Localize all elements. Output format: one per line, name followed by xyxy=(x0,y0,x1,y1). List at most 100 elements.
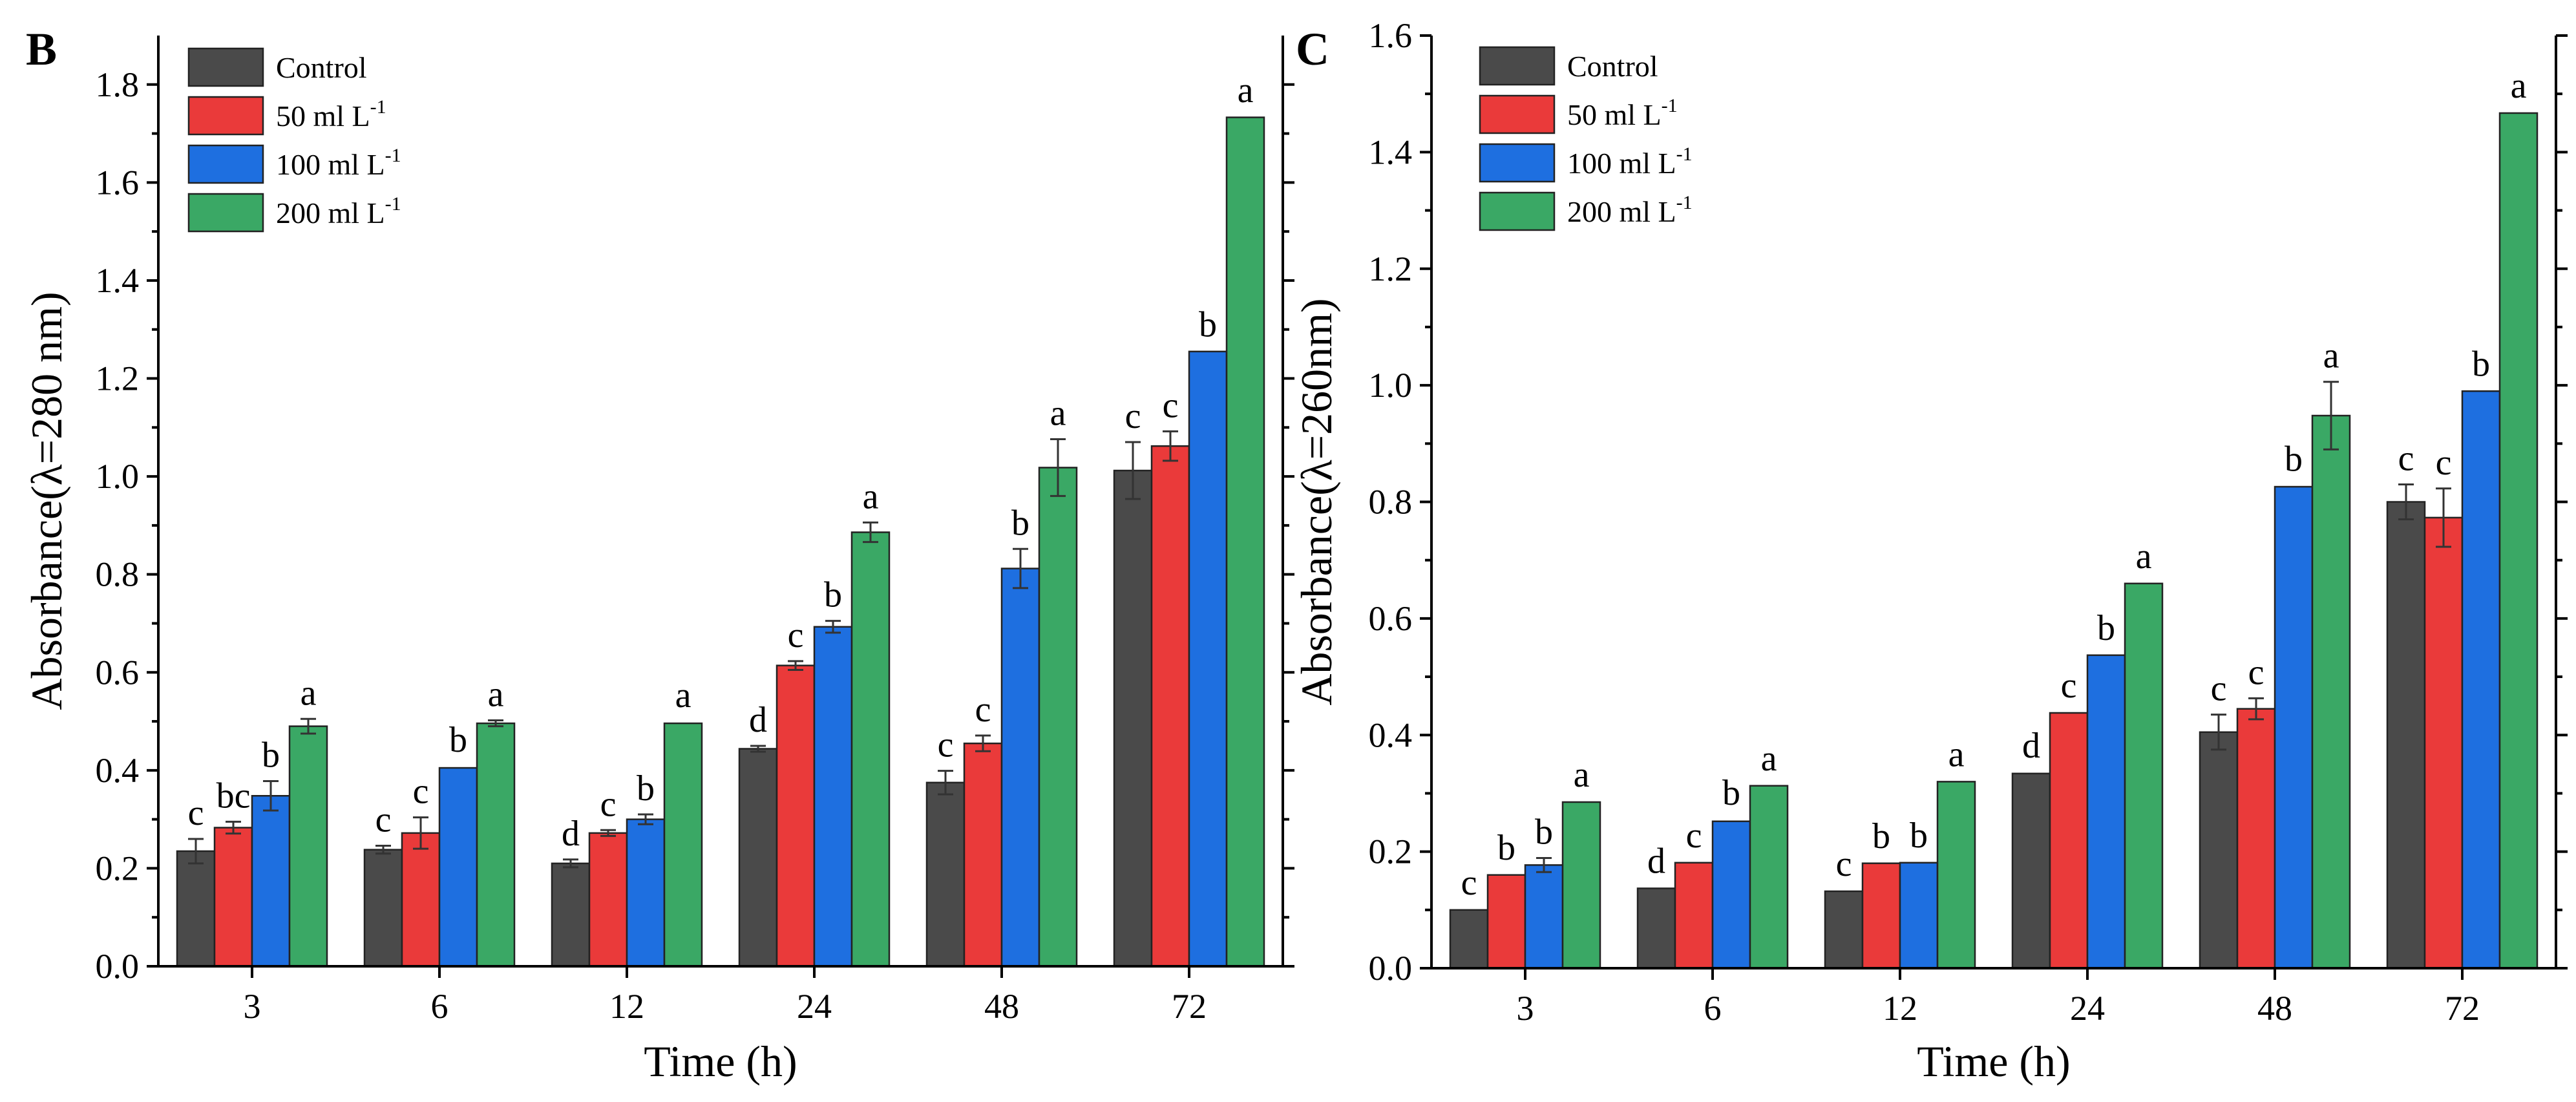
bar xyxy=(1188,350,1228,968)
legend-swatch xyxy=(187,193,264,233)
x-tick-label: 12 xyxy=(609,987,644,1026)
significance-label: d xyxy=(749,700,767,740)
y-tick-label: 0.2 xyxy=(1369,832,1413,871)
legend-label: Control xyxy=(276,51,367,84)
bar xyxy=(1899,862,1939,970)
x-axis-title: Time (h) xyxy=(1917,1037,2070,1086)
y-tick-label: 1.6 xyxy=(1369,16,1413,55)
bar xyxy=(1824,890,1864,970)
significance-label: a xyxy=(2511,66,2527,106)
significance-label: d xyxy=(562,814,580,854)
significance-label: a xyxy=(1238,70,1254,111)
legend-label: 100 ml L-1 xyxy=(276,145,401,181)
y-tick-label: 0.6 xyxy=(1369,599,1413,638)
y-tick-label: 0.4 xyxy=(1369,715,1413,754)
legend-swatch xyxy=(187,96,264,136)
significance-label: c xyxy=(188,793,204,833)
legend-unit-superscript: -1 xyxy=(370,96,386,118)
y-tick-label: 0.0 xyxy=(96,947,140,986)
y-tick-label: 1.0 xyxy=(96,457,140,496)
significance-label: a xyxy=(863,476,879,516)
significance-label: c xyxy=(975,690,991,730)
x-tick-label: 48 xyxy=(984,987,1019,1026)
bar xyxy=(1636,887,1676,970)
significance-label: b xyxy=(2097,608,2115,648)
y-tick-label: 1.6 xyxy=(96,163,140,202)
bar xyxy=(1000,567,1040,968)
bar xyxy=(813,626,853,968)
bar xyxy=(2461,390,2501,970)
bar xyxy=(2386,501,2426,970)
bar xyxy=(363,849,403,968)
significance-label: a xyxy=(1050,394,1066,434)
significance-label: d xyxy=(2022,726,2040,766)
bar xyxy=(1711,820,1751,970)
significance-label: c xyxy=(1461,863,1477,903)
significance-label: c xyxy=(1836,844,1852,884)
legend-swatch xyxy=(1479,46,1556,86)
legend-swatch xyxy=(187,144,264,184)
significance-label: b xyxy=(2285,439,2303,479)
y-tick-label: 1.4 xyxy=(96,261,140,300)
legend-label: 100 ml L-1 xyxy=(1567,143,1693,180)
significance-label: b xyxy=(1011,503,1029,543)
y-tick-label: 0.6 xyxy=(96,653,140,692)
significance-label: b xyxy=(262,736,280,776)
significance-label: c xyxy=(375,800,392,840)
x-tick-label: 3 xyxy=(244,987,261,1026)
significance-label: b xyxy=(1497,828,1515,868)
x-tick-label: 24 xyxy=(797,987,832,1026)
significance-label: c xyxy=(413,772,429,812)
significance-label: c xyxy=(1125,396,1141,436)
bar xyxy=(850,531,891,968)
legend-swatch xyxy=(187,47,264,87)
legend-unit-superscript: -1 xyxy=(1662,95,1678,116)
bar xyxy=(1936,781,1976,970)
y-tick-label: 0.2 xyxy=(96,849,140,887)
bar xyxy=(963,742,1003,968)
x-tick-label: 6 xyxy=(431,987,449,1026)
legend-unit-superscript: -1 xyxy=(385,193,401,215)
bar xyxy=(476,722,516,968)
significance-label: c xyxy=(788,615,804,655)
bar xyxy=(401,832,441,968)
y-tick-label: 1.2 xyxy=(1369,249,1413,288)
significance-label: b xyxy=(1535,812,1553,853)
bar xyxy=(2199,731,2239,970)
bar xyxy=(1449,909,1489,970)
significance-label: b xyxy=(2472,344,2490,384)
significance-label: b xyxy=(1722,773,1740,813)
significance-label: b xyxy=(1199,304,1217,344)
significance-label: a xyxy=(675,675,692,715)
bar xyxy=(288,725,328,968)
x-tick-label: 24 xyxy=(2070,989,2105,1028)
bar xyxy=(1674,862,1714,970)
bar xyxy=(438,767,478,968)
significance-label: c xyxy=(2248,652,2265,692)
legend-label: Control xyxy=(1567,50,1658,83)
bar xyxy=(2311,414,2351,970)
x-tick-label: 3 xyxy=(1517,989,1534,1028)
significance-label: a xyxy=(1948,735,1965,775)
significance-label: b xyxy=(1910,816,1928,856)
x-tick-label: 6 xyxy=(1704,989,1722,1028)
legend-label: 200 ml L-1 xyxy=(276,193,401,229)
y-axis-title: Absorbance(λ=280 nm) xyxy=(22,291,71,710)
legend-unit-superscript: -1 xyxy=(385,145,401,166)
legend-label: 200 ml L-1 xyxy=(1567,192,1693,228)
bar xyxy=(925,781,966,968)
significance-label: c xyxy=(2398,438,2414,478)
bar xyxy=(176,850,216,968)
legend-label: 50 ml L-1 xyxy=(1567,95,1678,131)
significance-label: c xyxy=(2211,669,2227,709)
bar xyxy=(588,832,628,968)
significance-label: d xyxy=(1647,842,1665,882)
legend-unit-superscript: -1 xyxy=(1676,143,1693,165)
legend-label: 50 ml L-1 xyxy=(276,96,386,132)
significance-label: c xyxy=(2436,443,2452,483)
bar xyxy=(1038,467,1078,968)
y-tick-label: 0.8 xyxy=(96,555,140,594)
